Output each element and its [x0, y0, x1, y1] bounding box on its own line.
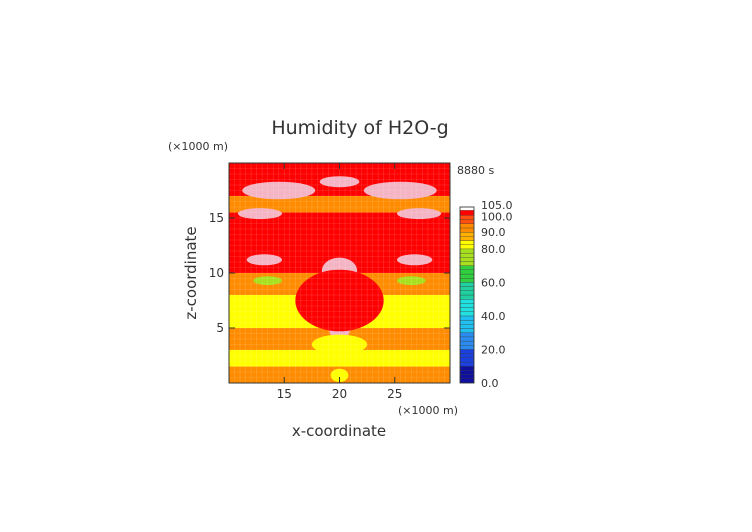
field-feature: [319, 176, 360, 188]
colorbar-swatch: [459, 370, 475, 375]
colorbar-label: 20.0: [481, 343, 506, 356]
colorbar-frame: [459, 206, 475, 384]
colorbar-swatch: [459, 319, 475, 325]
field-feature: [330, 368, 349, 382]
colorbar-swatch: [459, 361, 475, 367]
colorbar-swatch: [459, 345, 475, 350]
colorbar-swatch: [459, 307, 475, 312]
colorbar-swatch: [459, 231, 475, 237]
colorbar-swatch: [459, 366, 475, 371]
colorbar-swatch: [459, 353, 475, 359]
colorbar-swatch: [459, 261, 475, 266]
field-feature: [363, 181, 437, 200]
colorbar-swatch: [459, 278, 475, 283]
field-band: [229, 350, 450, 367]
field-feature: [396, 208, 442, 220]
colorbar-swatch: [459, 290, 475, 296]
colorbar-swatch: [459, 324, 475, 329]
time-label: 8880 s: [457, 164, 494, 177]
colorbar-swatch: [459, 378, 475, 384]
colorbar-swatch: [459, 286, 475, 291]
colorbar-swatch: [459, 336, 475, 342]
x-unit-label: (×1000 m): [398, 404, 458, 417]
colorbar-swatch: [459, 273, 475, 279]
colorbar-swatch: [459, 265, 475, 271]
colorbar-swatch: [459, 236, 475, 241]
colorbar-swatch: [459, 215, 475, 220]
colorbar-swatch: [459, 357, 475, 363]
colorbar-label: 40.0: [481, 310, 506, 323]
colorbar-swatch: [459, 219, 475, 224]
colorbar-swatch: [459, 315, 475, 321]
colorbar-swatch: [459, 303, 475, 308]
colorbar-label: 90.0: [481, 226, 506, 239]
colorbar-swatch: [459, 240, 475, 245]
colorbar-swatch: [459, 340, 475, 346]
field-feature: [396, 276, 426, 286]
colorbar-swatch: [459, 282, 475, 287]
field-feature: [253, 276, 283, 286]
colorbar-swatch: [459, 206, 475, 211]
field-band: [229, 196, 450, 213]
colorbar-swatch: [459, 294, 475, 300]
colorbar-swatch: [459, 332, 475, 338]
y-tick-label: 5: [216, 321, 224, 335]
colorbar-label: 60.0: [481, 276, 506, 289]
y-unit-label: (×1000 m): [168, 140, 228, 153]
colorbar-swatch: [459, 374, 475, 379]
humidity-field: [229, 163, 450, 383]
field-feature: [295, 269, 384, 332]
colorbar-swatch: [459, 328, 475, 333]
colorbar-swatch: [459, 257, 475, 262]
colorbar-label: 80.0: [481, 243, 506, 256]
colorbar-swatch: [459, 349, 475, 354]
field-feature: [237, 208, 283, 220]
x-tick-label: 20: [332, 387, 347, 401]
field-feature: [242, 181, 316, 200]
field-feature: [246, 254, 283, 266]
x-tick-label: 15: [277, 387, 292, 401]
colorbar-swatch: [459, 248, 475, 254]
y-axis: 5 10 15: [209, 211, 450, 335]
y-tick-label: 15: [209, 211, 224, 225]
x-axis: 15 20 25: [277, 163, 402, 401]
colorbar-swatch: [459, 244, 475, 250]
colorbar-swatch: [459, 311, 475, 317]
field-feature: [396, 254, 433, 266]
y-tick-label: 10: [209, 266, 224, 280]
colorbar-swatch: [459, 223, 475, 229]
colorbar-label: 105.0: [481, 199, 513, 212]
y-axis-label: z-coordinate: [182, 226, 200, 319]
colorbar-swatch: [459, 299, 475, 304]
colorbar-swatch: [459, 227, 475, 233]
x-tick-label: 25: [387, 387, 402, 401]
colorbar-label: 0.0: [481, 377, 499, 390]
colorbar-swatch: [459, 210, 475, 216]
colorbar-swatch: [459, 252, 475, 258]
chart-title: Humidity of H2O-g: [271, 117, 448, 139]
colorbar-swatch: [459, 269, 475, 275]
x-axis-label: x-coordinate: [292, 422, 386, 440]
colorbar-label: 100.0: [481, 210, 513, 223]
field-feature: [311, 334, 368, 355]
